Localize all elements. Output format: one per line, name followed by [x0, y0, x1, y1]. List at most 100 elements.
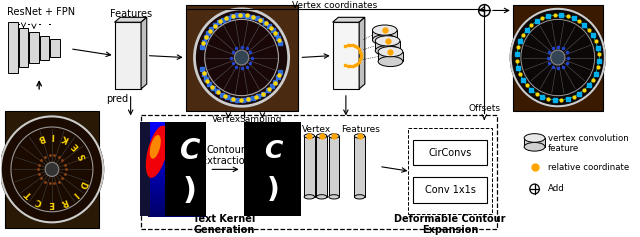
Text: Contour
Extraction: Contour Extraction — [200, 145, 250, 166]
Bar — [148, 176, 207, 177]
Bar — [148, 122, 207, 216]
Bar — [524, 138, 545, 147]
Bar — [148, 123, 207, 124]
Text: Features: Features — [109, 9, 152, 19]
Bar — [148, 210, 207, 211]
Bar — [148, 210, 207, 212]
Ellipse shape — [372, 35, 397, 45]
Bar — [148, 195, 207, 196]
Bar — [148, 122, 207, 123]
Bar — [148, 206, 207, 207]
Bar — [148, 181, 207, 182]
Bar — [29, 32, 38, 64]
Ellipse shape — [375, 36, 400, 46]
Ellipse shape — [378, 46, 403, 57]
Bar — [148, 142, 207, 143]
Ellipse shape — [329, 195, 339, 199]
Text: I: I — [51, 131, 55, 140]
Bar — [148, 208, 207, 209]
Text: C: C — [180, 137, 200, 164]
Bar — [317, 136, 327, 197]
Text: Vertex: Vertex — [212, 115, 241, 124]
Bar — [148, 198, 207, 199]
Bar — [148, 214, 207, 216]
Ellipse shape — [317, 134, 327, 138]
Bar — [148, 143, 207, 144]
Text: T: T — [23, 188, 34, 199]
Text: ): ) — [266, 176, 279, 204]
Bar — [375, 41, 400, 51]
Circle shape — [550, 50, 565, 65]
Bar — [148, 128, 207, 129]
Bar — [148, 155, 207, 156]
Bar — [148, 124, 207, 125]
Bar — [148, 204, 207, 205]
Bar — [148, 186, 207, 187]
Bar — [148, 175, 207, 176]
Bar — [148, 171, 207, 172]
Text: Deformable Contour
Expansion: Deformable Contour Expansion — [394, 214, 506, 235]
Ellipse shape — [355, 134, 365, 138]
Bar — [148, 179, 207, 180]
Bar — [148, 153, 207, 154]
Bar — [148, 183, 207, 184]
Polygon shape — [115, 17, 147, 22]
Bar — [148, 213, 207, 214]
Text: E: E — [70, 141, 81, 151]
Text: ): ) — [266, 176, 279, 204]
Ellipse shape — [372, 25, 397, 35]
Bar — [413, 177, 487, 203]
Circle shape — [0, 115, 104, 223]
Bar — [148, 212, 207, 213]
Text: C: C — [264, 139, 282, 163]
Bar — [148, 177, 207, 178]
Bar — [148, 170, 207, 171]
Bar — [148, 138, 207, 139]
Text: S: S — [77, 152, 88, 161]
Text: vertex convolution
feature: vertex convolution feature — [548, 134, 628, 153]
Text: Vertex: Vertex — [302, 125, 331, 134]
Bar — [148, 144, 207, 145]
Bar — [8, 22, 18, 73]
Text: ): ) — [183, 176, 197, 205]
Bar — [4, 110, 99, 228]
Bar — [148, 193, 207, 194]
Bar — [148, 182, 207, 183]
Text: Vertex coordinates: Vertex coordinates — [292, 1, 378, 10]
Bar — [148, 172, 207, 173]
Bar — [148, 131, 207, 132]
Text: E: E — [49, 199, 54, 208]
Polygon shape — [141, 17, 147, 89]
Bar — [148, 160, 207, 162]
Bar — [148, 173, 207, 174]
Bar — [148, 148, 207, 149]
Bar — [148, 201, 207, 202]
Bar — [413, 140, 487, 165]
Ellipse shape — [329, 134, 339, 138]
Bar — [148, 188, 207, 189]
Bar — [170, 122, 207, 216]
Bar — [140, 122, 150, 216]
Ellipse shape — [146, 126, 168, 178]
Ellipse shape — [375, 46, 400, 56]
Text: Add: Add — [548, 184, 564, 193]
Bar — [148, 209, 207, 210]
Bar — [372, 30, 397, 40]
Bar — [148, 157, 207, 158]
Ellipse shape — [304, 134, 315, 138]
Polygon shape — [359, 17, 365, 89]
Ellipse shape — [304, 195, 315, 199]
Bar — [148, 178, 207, 179]
Bar — [148, 160, 207, 161]
Bar — [408, 128, 492, 214]
Text: ResNet + FPN: ResNet + FPN — [8, 7, 76, 18]
Text: R: R — [59, 196, 68, 207]
Ellipse shape — [317, 195, 327, 199]
Bar — [148, 154, 207, 155]
Bar — [148, 203, 207, 204]
Bar — [148, 158, 207, 159]
Bar — [40, 36, 49, 59]
Bar — [148, 137, 207, 138]
Bar — [50, 39, 60, 57]
Bar — [186, 5, 298, 110]
